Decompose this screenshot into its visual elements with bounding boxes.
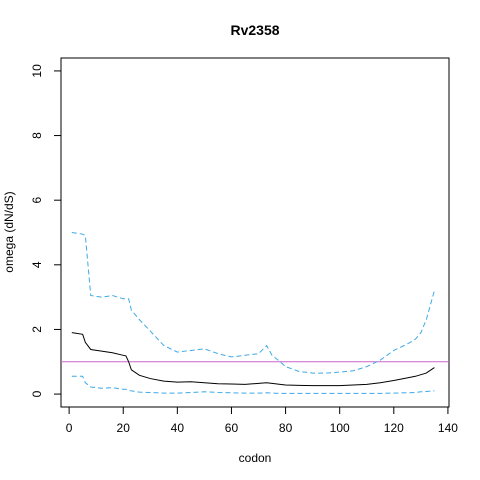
x-tick-label: 120: [384, 421, 404, 435]
y-tick-label: 4: [30, 261, 44, 268]
y-tick-label: 10: [30, 64, 44, 78]
x-axis-label: codon: [239, 451, 272, 465]
y-tick-label: 8: [30, 132, 44, 139]
series-line: [71, 332, 435, 387]
x-tick-label: 140: [438, 421, 458, 435]
series-line: [71, 232, 435, 374]
x-tick-label: 80: [279, 421, 293, 435]
x-tick-label: 40: [171, 421, 185, 435]
plot-frame: [60, 57, 450, 408]
x-tick-label: 20: [117, 421, 131, 435]
chart-title: Rv2358: [230, 22, 279, 38]
y-axis-label: omega (dN/dS): [2, 191, 16, 272]
x-tick-label: 0: [66, 421, 73, 435]
y-tick-label: 6: [30, 197, 44, 204]
x-tick-label: 100: [330, 421, 350, 435]
y-tick-label: 2: [30, 326, 44, 333]
x-tick-label: 60: [225, 421, 239, 435]
y-tick-label: 0: [30, 390, 44, 397]
series-line: [71, 375, 435, 394]
